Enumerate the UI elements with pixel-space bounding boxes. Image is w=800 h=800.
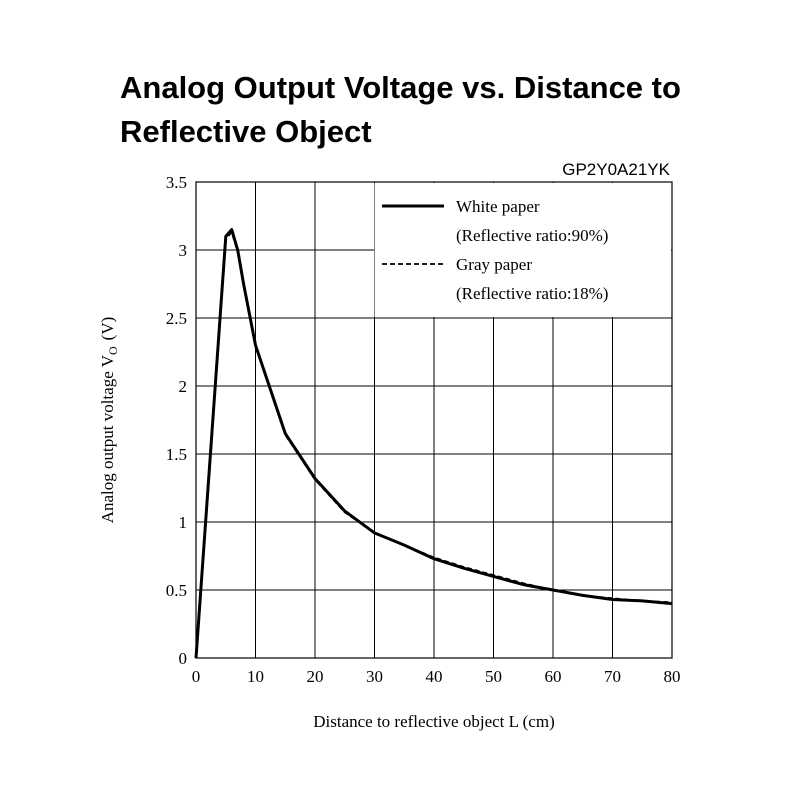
x-tick-label: 0 [192,667,201,686]
x-tick-label: 80 [664,667,681,686]
x-axis-label: Distance to reflective object L (cm) [313,712,555,731]
x-tick-label: 40 [426,667,443,686]
y-tick-label: 3.5 [166,173,187,192]
legend-label: Gray paper [456,255,532,274]
x-tick-label: 70 [604,667,621,686]
y-tick-label: 1.5 [166,445,187,464]
plot-frame [195,181,673,659]
y-tick-label: 0 [179,649,188,668]
y-axis-label: Analog output voltage VO (V) [98,317,120,524]
x-tick-label: 30 [366,667,383,686]
series-line-gray-paper [195,231,673,659]
y-axis-label-unit: (V) [98,317,117,341]
legend: White paper (Reflective ratio:90%) Gray pa… [382,197,608,303]
chart-title-line-1: Analog Output Voltage vs. Distance to [120,70,681,105]
legend-sublabel: (Reflective ratio:90%) [456,226,608,245]
x-tick-label: 50 [485,667,502,686]
y-tick-label: 2 [179,377,188,396]
x-tick-label: 10 [247,667,264,686]
y-tick-label: 1 [179,513,188,532]
chart-subtitle: GP2Y0A21YK [562,160,670,179]
x-tick-label: 60 [545,667,562,686]
y-tick-label: 2.5 [166,309,187,328]
y-axis-label-main: Analog output voltage V [98,354,117,523]
chart-title-line-2: Reflective Object [120,114,372,149]
y-axis-label-subscript: O [106,346,120,355]
legend-sublabel: (Reflective ratio:18%) [456,284,608,303]
y-tick-label: 0.5 [166,581,187,600]
legend-label: White paper [456,197,540,216]
x-tick-label: 20 [307,667,324,686]
series-layer [194,228,673,659]
y-tick-label: 3 [179,241,188,260]
tick-labels: 0 10 20 30 40 50 60 70 80 0 0.5 1 1.5 2 2.5 3 3.5 [166,173,681,686]
